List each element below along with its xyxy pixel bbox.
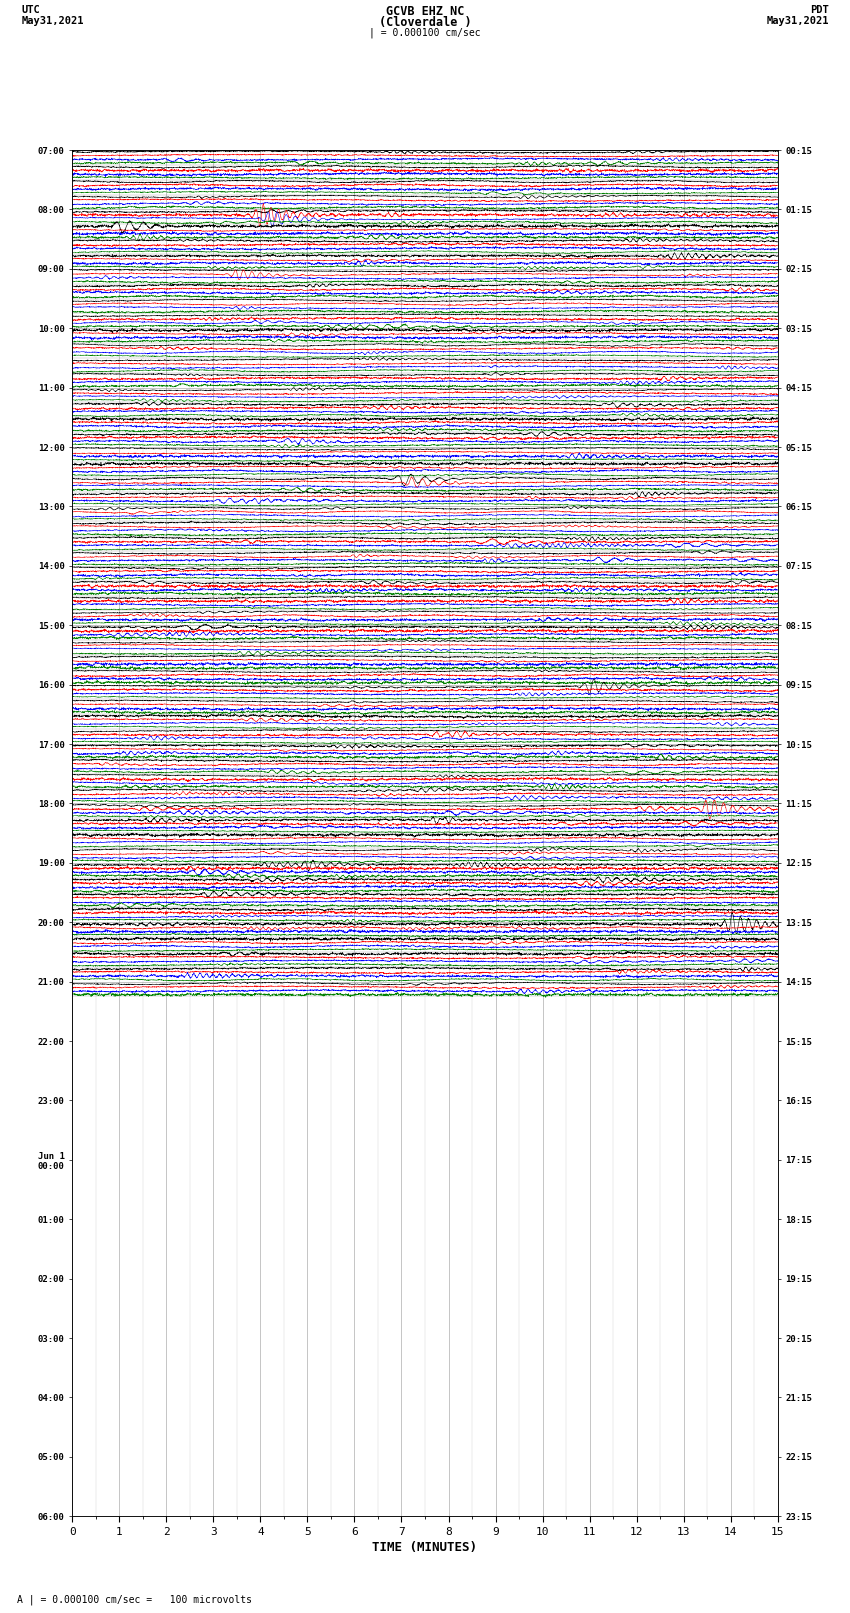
Text: May31,2021: May31,2021 <box>766 16 829 26</box>
Text: May31,2021: May31,2021 <box>21 16 84 26</box>
Text: PDT: PDT <box>810 5 829 15</box>
X-axis label: TIME (MINUTES): TIME (MINUTES) <box>372 1540 478 1553</box>
Text: | = 0.000100 cm/sec: | = 0.000100 cm/sec <box>369 27 481 39</box>
Text: (Cloverdale ): (Cloverdale ) <box>379 16 471 29</box>
Text: GCVB EHZ NC: GCVB EHZ NC <box>386 5 464 18</box>
Text: UTC: UTC <box>21 5 40 15</box>
Text: A | = 0.000100 cm/sec =   100 microvolts: A | = 0.000100 cm/sec = 100 microvolts <box>17 1594 252 1605</box>
